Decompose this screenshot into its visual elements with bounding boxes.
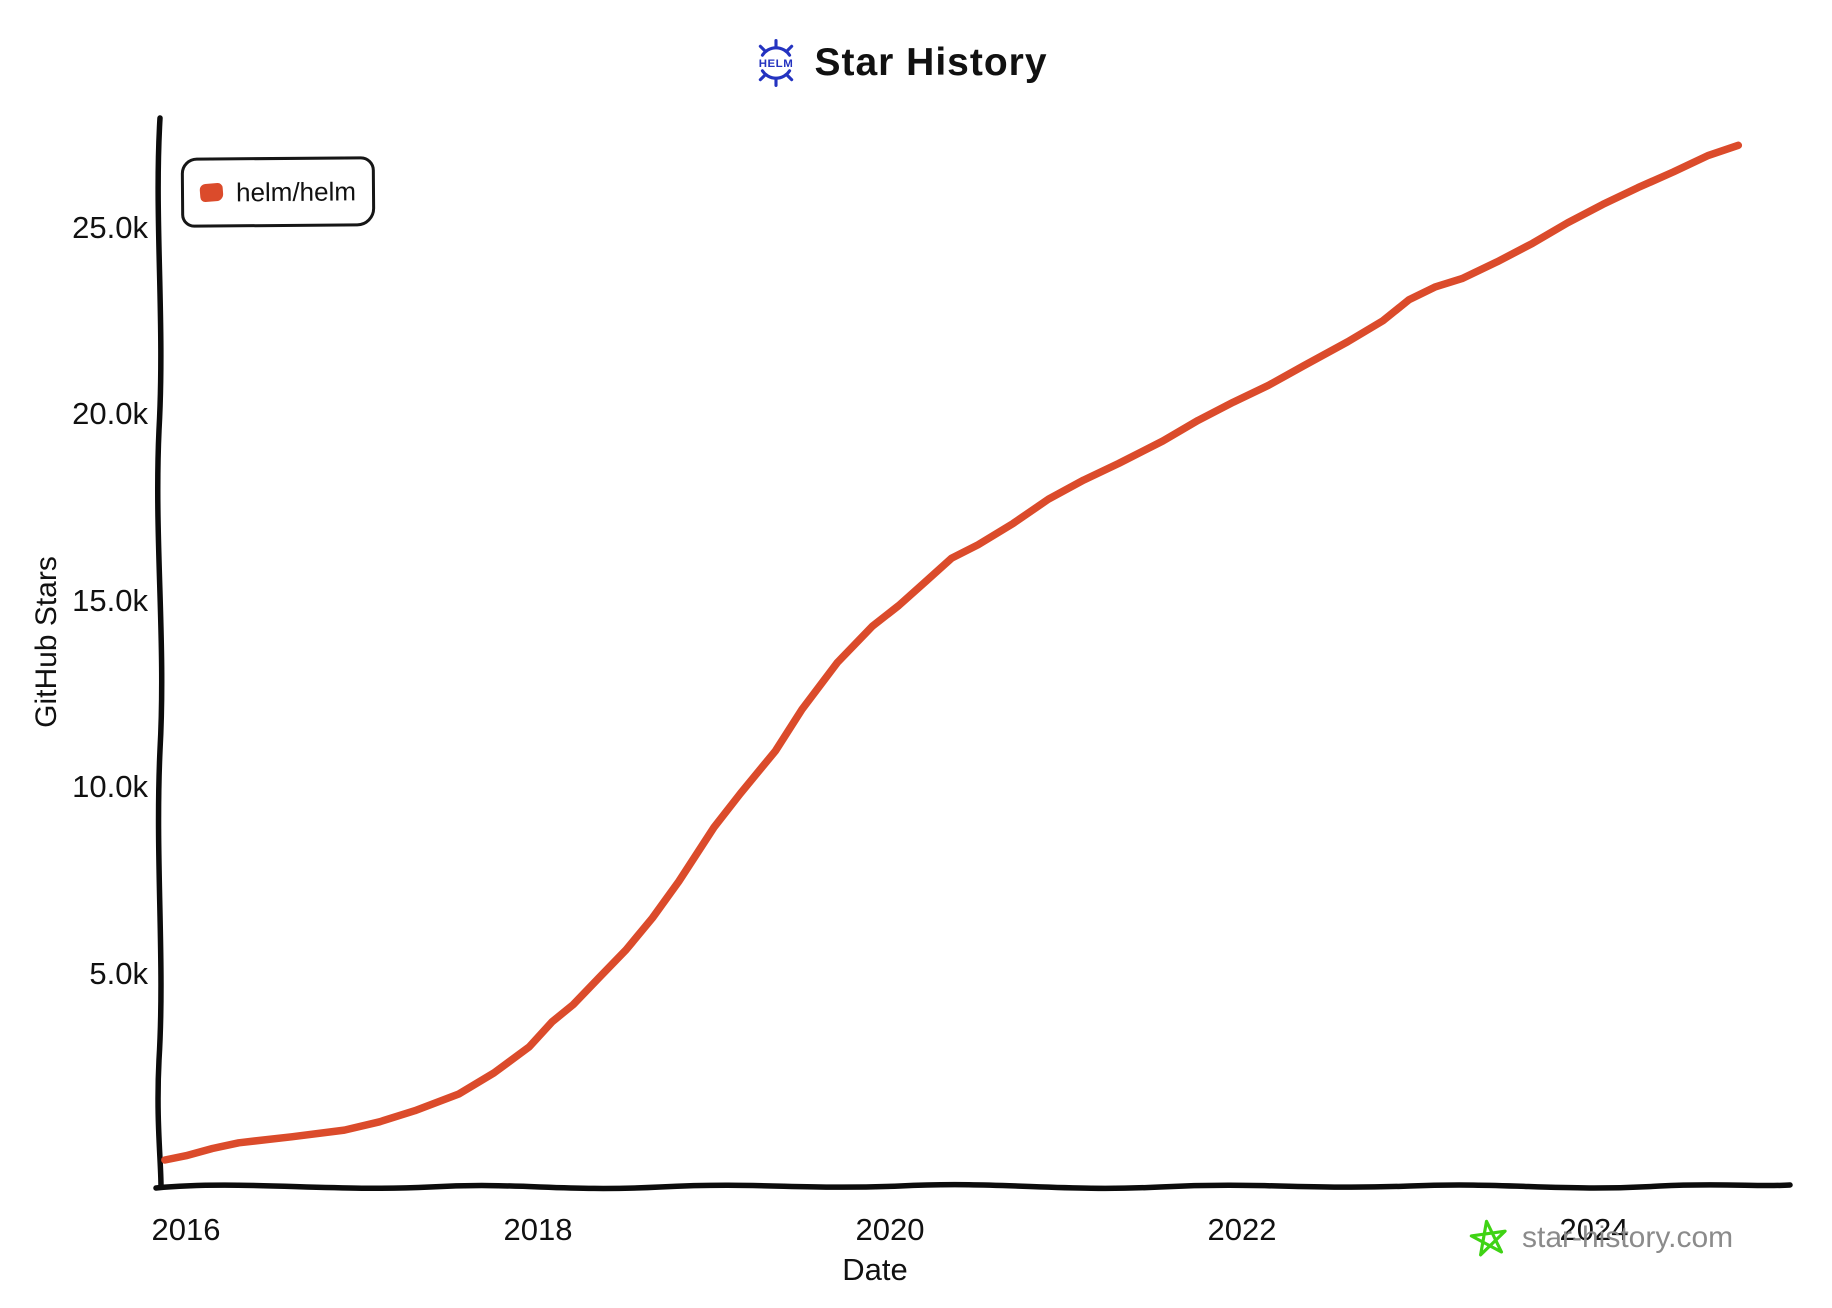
y-axis [155, 115, 165, 1190]
y-tick-label: 20.0k [72, 396, 148, 431]
star-icon [1468, 1218, 1510, 1258]
legend-marker [199, 182, 224, 203]
watermark-text: star-history.com [1522, 1221, 1734, 1254]
x-tick-label: 2022 [1207, 1212, 1277, 1247]
y-tick-label: 25.0k [72, 209, 148, 245]
legend-label: helm/helm [235, 175, 357, 207]
x-axis-title: Date [842, 1252, 908, 1287]
x-tick-label: 2020 [855, 1212, 925, 1247]
x-axis [153, 1181, 1793, 1192]
x-tick-label: 2018 [503, 1212, 573, 1247]
y-tick-label: 15.0k [72, 582, 148, 618]
y-axis-title: GitHub Stars [30, 556, 63, 728]
x-tick-label: 2024 [1559, 1212, 1629, 1247]
watermark[interactable]: star-history.com [1468, 1218, 1733, 1258]
svg-text:HELM: HELM [759, 58, 794, 70]
page-title: Star History [814, 41, 1048, 84]
legend[interactable]: helm/helm [180, 156, 376, 228]
helm-logo-icon: HELM [752, 39, 800, 87]
y-tick-label: 5.0k [89, 955, 148, 991]
chart-title-row: HELM Star History [0, 34, 1800, 92]
x-tick-label: 2016 [151, 1212, 221, 1247]
series-line-helm [161, 141, 1743, 1164]
y-tick-label: 10.0k [72, 769, 148, 804]
